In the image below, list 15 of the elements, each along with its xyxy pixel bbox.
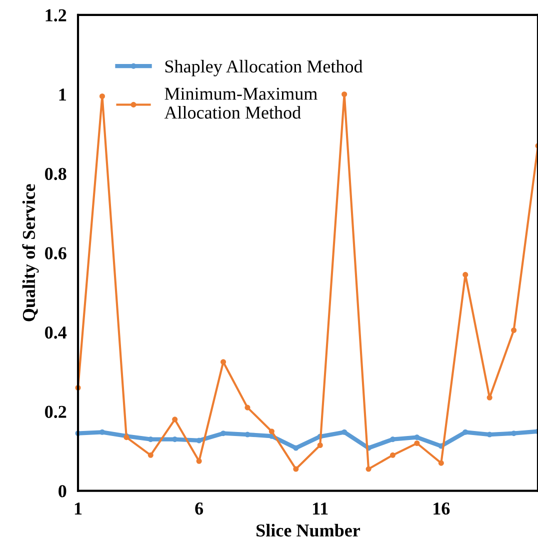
y-tick-label: 0.4 <box>45 326 67 339</box>
y-tick-label: 1 <box>59 88 66 101</box>
y-axis-title: Quality of Service <box>22 184 39 322</box>
y-tick-label: 0.2 <box>45 406 66 418</box>
x-tick-label: 16 <box>434 502 450 515</box>
x-axis-title: Slice Number <box>256 524 360 537</box>
y-tick-label: 0.8 <box>45 168 66 180</box>
y-tick-label: 0 <box>58 485 66 498</box>
x-tick-label: 1 <box>74 502 82 514</box>
x-tick-label: 6 <box>195 502 204 515</box>
y-tick-label: 0.6 <box>45 247 66 260</box>
x-tick-label: 11 <box>313 502 328 514</box>
legend-label: Minimum-Maximum Allocation Method <box>164 88 318 119</box>
y-tick-label: 1.2 <box>46 9 66 22</box>
legend-label: Shapley Allocation Method <box>165 60 363 76</box>
